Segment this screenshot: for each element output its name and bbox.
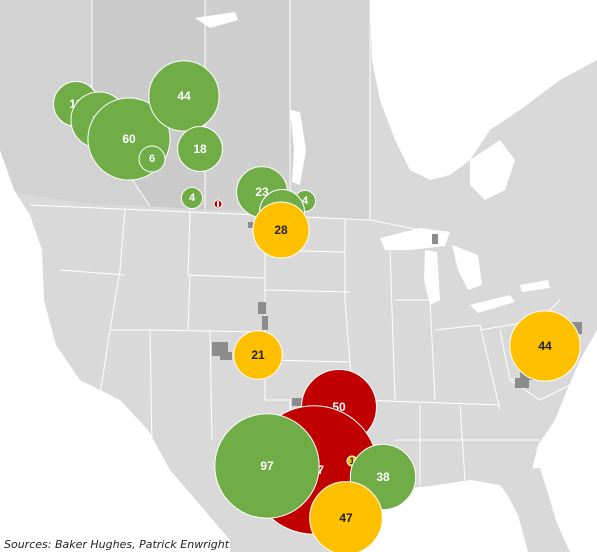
bubble-label: 4 — [302, 195, 309, 207]
bubble-label: 21 — [251, 348, 265, 362]
lake-erie — [470, 295, 515, 313]
florida — [505, 468, 560, 552]
bubble-circle — [233, 330, 283, 380]
lake-athabasca — [195, 12, 238, 28]
bubble-circle — [138, 145, 166, 173]
bubble-denver-julesburg: 21 — [233, 330, 283, 380]
bubble-circle — [214, 413, 320, 519]
bubble-mark — [217, 201, 219, 207]
bubble-circle — [180, 186, 204, 210]
bubble-label: 44 — [177, 89, 191, 103]
bubble-permian-delaware: 97 — [214, 413, 320, 519]
bubble-marcellus-utica: 44 — [509, 310, 581, 382]
hudson-bay — [370, 0, 597, 180]
bubble-circle — [148, 60, 220, 132]
lake-michigan — [424, 250, 440, 305]
bubble-label: 60 — [122, 132, 136, 146]
bubble-label: 18 — [193, 142, 207, 156]
lake-superior — [380, 228, 450, 250]
james-bay — [470, 140, 515, 200]
bubble-label: 28 — [274, 223, 288, 237]
lake-huron — [452, 245, 482, 290]
bubble-label: 47 — [339, 511, 353, 525]
bubble-circle — [509, 310, 581, 382]
bubble-montana-north — [213, 199, 223, 209]
bubble-eagle-ford: 47 — [309, 481, 383, 552]
bubble-label: 6 — [149, 153, 155, 165]
saskatchewan-region — [205, 0, 290, 210]
bubble-circle — [309, 481, 383, 552]
bubble-label: 44 — [538, 339, 552, 353]
bubble-label: 97 — [260, 459, 274, 473]
bubble-alberta-north: 44 — [148, 60, 220, 132]
pacific-ocean — [0, 150, 230, 552]
bubble-saskatchewan: 18 — [177, 126, 223, 172]
lake-ontario — [520, 280, 550, 292]
bubble-williston-north-dakota: 28 — [252, 201, 310, 259]
bubble-layer: 18286064418423418282144501479713847 — [53, 60, 581, 552]
bubble-label: 23 — [255, 185, 269, 199]
bubble-circle — [252, 201, 310, 259]
bubble-circle — [177, 126, 223, 172]
bubble-label: 1 — [349, 456, 354, 466]
bubble-alberta-south: 6 — [138, 145, 166, 173]
bubble-label: 4 — [189, 192, 196, 204]
bubble-label: 38 — [376, 470, 390, 484]
quebec-land — [515, 70, 597, 250]
bubble-alberta-southeast: 4 — [180, 186, 204, 210]
lake-winnipeg — [290, 110, 306, 185]
source-note: Sources: Baker Hughes, Patrick Enwright — [4, 538, 230, 551]
